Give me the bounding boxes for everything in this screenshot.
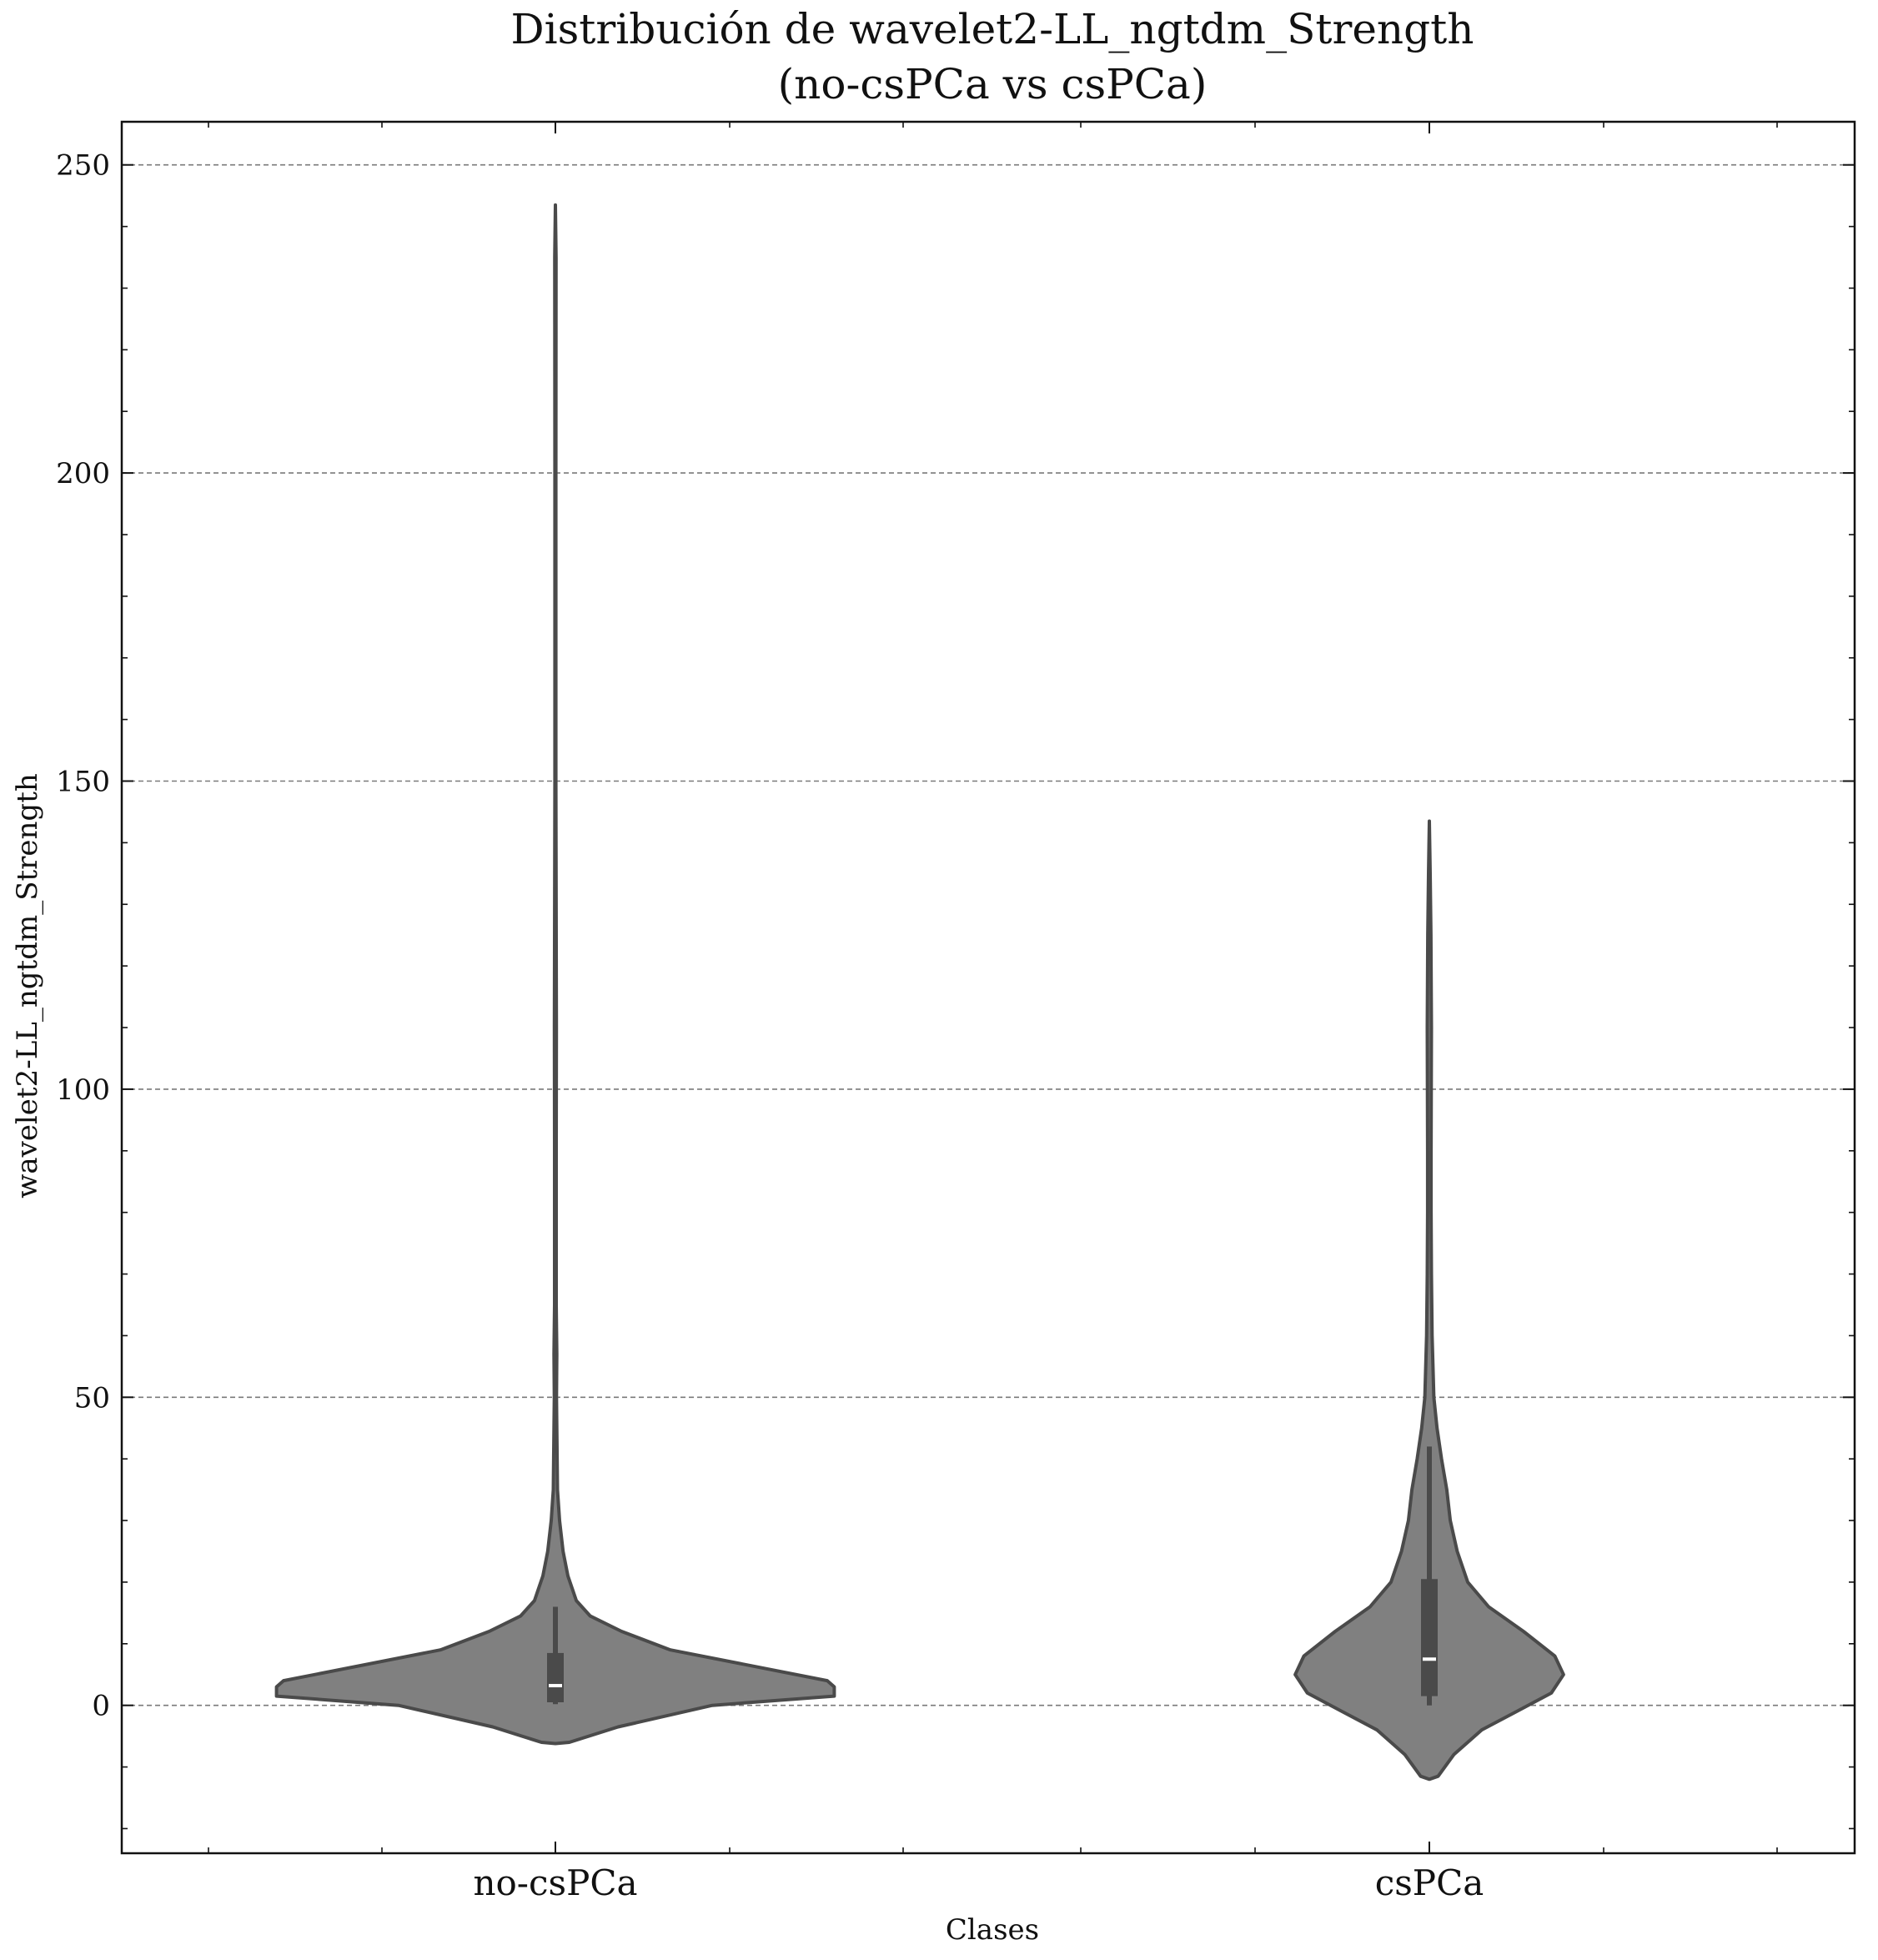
y-tick-label-250: 250 xyxy=(56,149,110,183)
violin-csPCa xyxy=(1293,819,1565,1782)
chart-subtitle: (no-csPCa vs csPCa) xyxy=(778,60,1208,108)
y-tick-label-150: 150 xyxy=(56,766,110,799)
y-tick-label-50: 50 xyxy=(74,1381,110,1415)
inner-boxplots xyxy=(547,1446,1438,1706)
y-tick-label-100: 100 xyxy=(56,1073,110,1107)
axis-tick-labels: 0 50 100 150 200 250 no-csPCa csPCa xyxy=(56,149,1484,1903)
violin-no-csPCa xyxy=(274,203,836,1746)
violin-bodies xyxy=(274,203,1565,1782)
iqr-box-csPCa xyxy=(1421,1579,1438,1696)
x-tick-label-csPCa: csPCa xyxy=(1375,1862,1484,1903)
x-axis-label: Clases xyxy=(946,1913,1039,1947)
y-tick-label-200: 200 xyxy=(56,457,110,490)
iqr-box-no-csPCa xyxy=(547,1652,564,1702)
grid-lines xyxy=(122,163,1855,1706)
y-tick-label-0: 0 xyxy=(92,1690,110,1723)
x-tick-label-no-csPCa: no-csPCa xyxy=(473,1862,637,1903)
axis-ticks xyxy=(122,122,1855,1853)
chart-title: Distribución de wavelet2-LL_ngtdm_Streng… xyxy=(511,5,1474,53)
y-axis-label: wavelet2-LL_ngtdm_Strength xyxy=(11,773,44,1199)
plot-frame xyxy=(120,120,1856,1855)
